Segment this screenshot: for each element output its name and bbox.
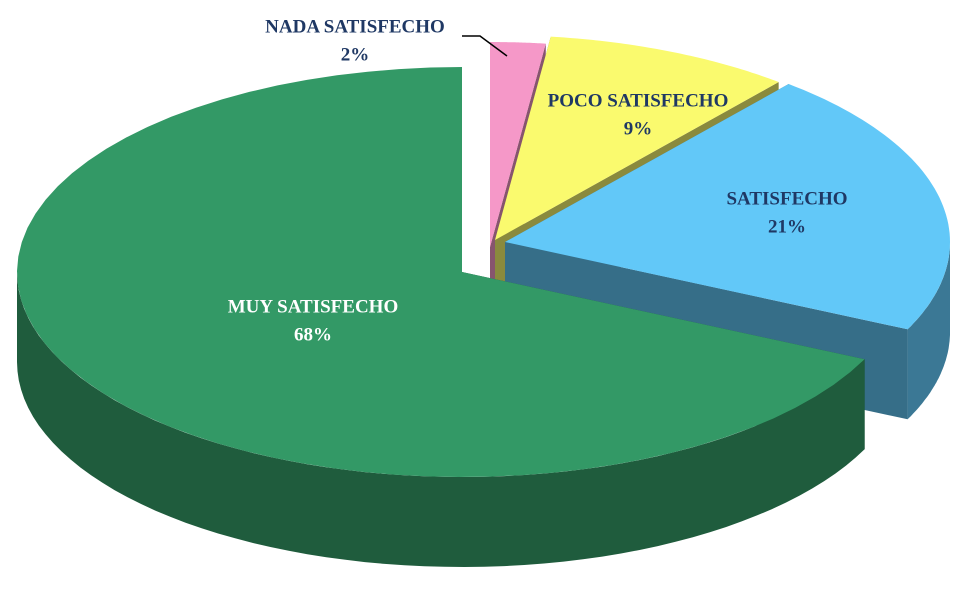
slice-label: NADA SATISFECHO	[265, 16, 445, 37]
slice	[495, 36, 779, 240]
slice-value-label: 2%	[341, 44, 370, 65]
labels: NADA SATISFECHO 2% POCO SATISFECHO 9% SATISF…	[228, 16, 848, 345]
slice-label: SATISFECHO	[726, 188, 847, 209]
slice-label: MUY SATISFECHO	[228, 296, 399, 317]
pie	[17, 36, 950, 567]
slice-label: POCO SATISFECHO	[548, 90, 729, 111]
slice-side	[17, 272, 865, 567]
slice-value-label: 9%	[624, 118, 653, 139]
slice-value-label: 68%	[294, 324, 332, 345]
slice-side	[907, 242, 950, 420]
slice	[490, 42, 546, 247]
slice	[505, 84, 950, 330]
slice	[17, 67, 865, 477]
leader-line	[462, 35, 508, 57]
slice-value-label: 21%	[768, 216, 806, 237]
